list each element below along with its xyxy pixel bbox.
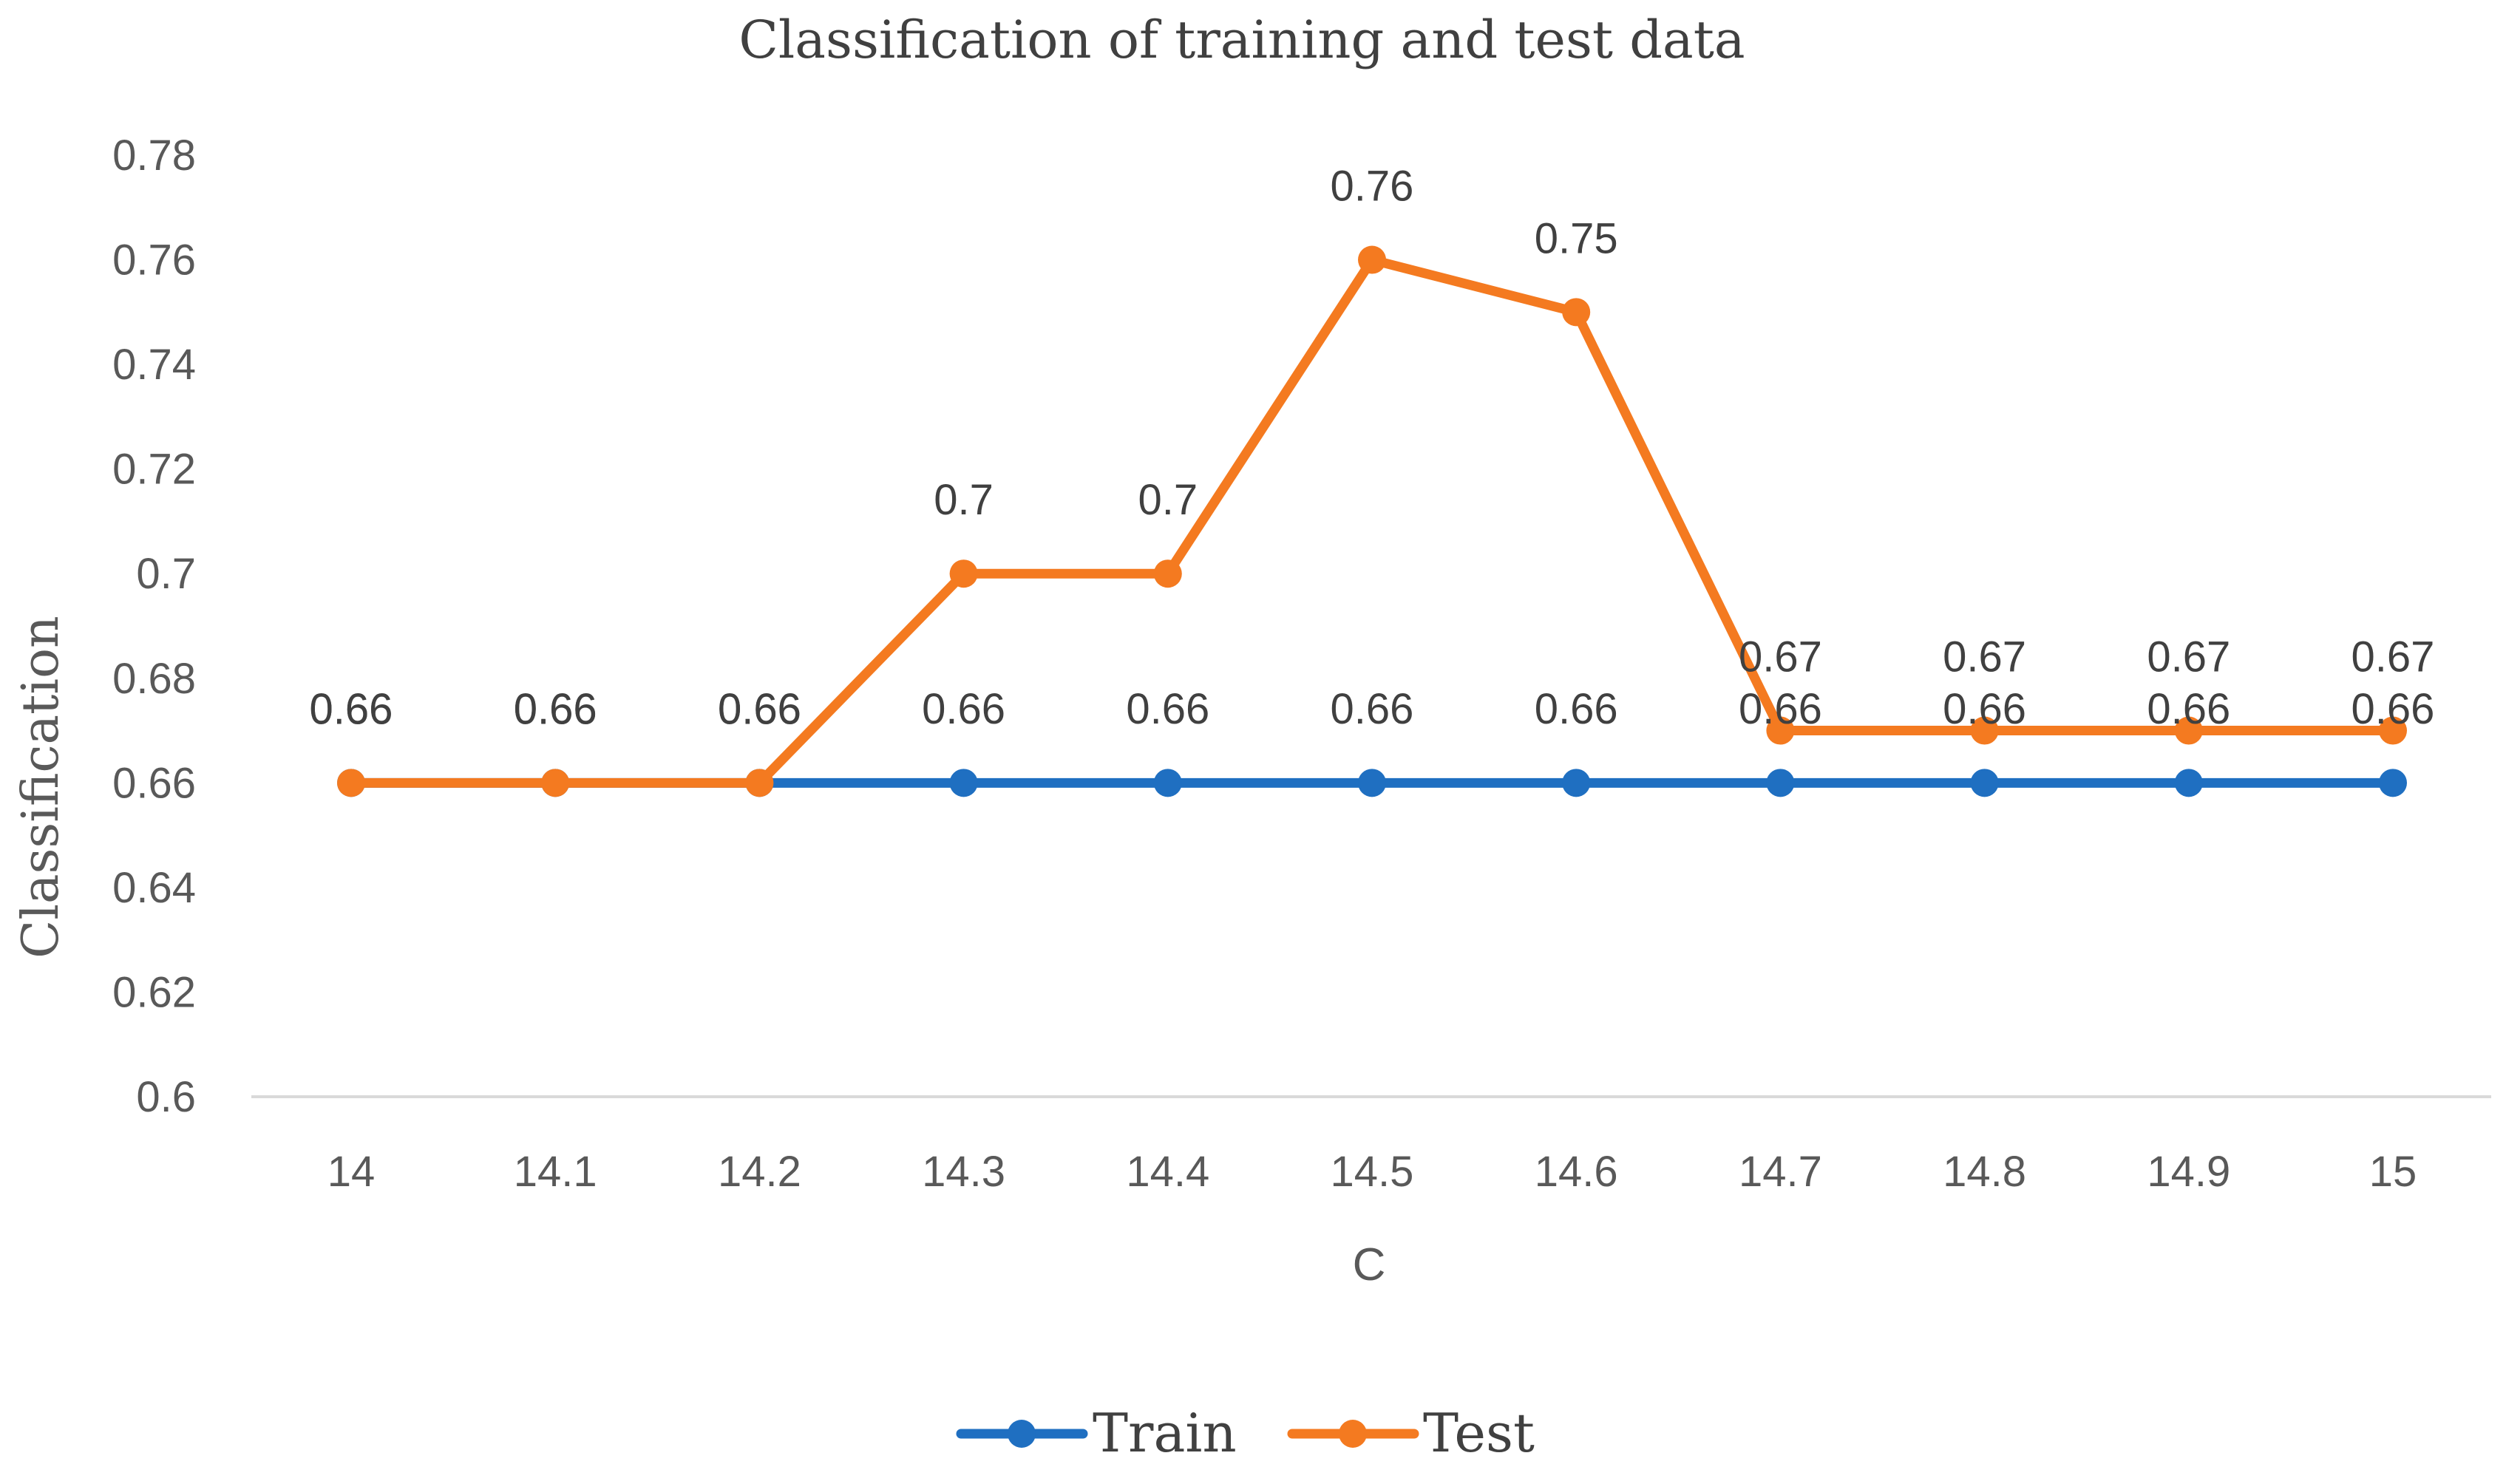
x-tick-label: 14.5 [1331, 1148, 1414, 1196]
x-tick-label: 14.7 [1739, 1148, 1822, 1196]
y-tick-label: 0.64 [112, 864, 196, 912]
y-tick-label: 0.78 [112, 132, 196, 180]
data-labels-layer: 0.66 0.66 0.66 0.66 0.66 0.66 0.66 0.66 0.66 0.66… [310, 163, 2435, 734]
data-point-test [337, 769, 365, 797]
data-label-test: 0.66 [310, 685, 393, 733]
data-point-train [2379, 769, 2407, 797]
y-tick-label: 0.72 [112, 446, 196, 494]
data-point-test [541, 769, 570, 797]
y-axis-ticks: 0.6 0.62 0.64 0.66 0.68 0.7 0.72 0.74 0.76 0.78 [112, 132, 196, 1121]
y-tick-label: 0.76 [112, 236, 196, 285]
legend-label: Test [1423, 1402, 1535, 1464]
data-label-train: 0.66 [514, 685, 597, 733]
data-label-test: 0.7 [1138, 476, 1198, 524]
data-point-train [1153, 769, 1182, 797]
x-tick-label: 14.9 [2147, 1148, 2230, 1196]
data-label-test: 0.76 [1331, 163, 1414, 211]
data-point-test [1766, 716, 1795, 745]
data-point-test [745, 769, 774, 797]
legend-item-test: Test [1287, 1402, 1535, 1464]
x-tick-label: 14 [327, 1148, 376, 1196]
x-tick-label: 14.8 [1943, 1148, 2026, 1196]
data-label-test: 0.67 [2352, 633, 2435, 681]
data-label-test: 0.7 [934, 476, 994, 524]
data-label-test: 0.67 [1739, 633, 1822, 681]
data-point-train [1766, 769, 1795, 797]
x-axis-ticks: 14 14.1 14.2 14.3 14.4 14.5 14.6 14.7 14.8 14.9 15 [327, 1148, 2417, 1196]
data-label-train: 0.66 [1739, 685, 1822, 733]
data-point-test [949, 559, 978, 588]
data-point-train [949, 769, 978, 797]
x-tick-label: 14.2 [718, 1148, 801, 1196]
x-axis-title: C [1353, 1239, 1386, 1290]
data-label-train: 0.66 [718, 685, 801, 733]
data-label-train: 0.66 [1943, 685, 2026, 733]
data-label-train: 0.66 [1331, 685, 1414, 733]
x-tick-label: 14.3 [922, 1148, 1005, 1196]
y-tick-label: 0.62 [112, 968, 196, 1016]
data-point-test [2379, 716, 2407, 745]
data-label-train: 0.66 [922, 685, 1005, 733]
y-tick-label: 0.6 [136, 1073, 196, 1121]
data-label-test: 0.66 [514, 685, 597, 733]
y-tick-label: 0.74 [112, 341, 196, 389]
data-label-train: 0.66 [2352, 685, 2435, 733]
data-point-test [2174, 716, 2203, 745]
data-point-train [1358, 769, 1386, 797]
data-label-train: 0.66 [1535, 685, 1618, 733]
data-point-train [1970, 769, 1999, 797]
legend: Train Test [956, 1402, 1535, 1464]
x-tick-label: 14.4 [1126, 1148, 1209, 1196]
data-point-test [1562, 298, 1591, 327]
data-label-test: 0.67 [2147, 633, 2230, 681]
x-tick-label: 14.1 [514, 1148, 597, 1196]
data-label-train: 0.66 [310, 685, 393, 733]
y-axis-title: Classification [12, 616, 70, 959]
data-point-test [1970, 716, 1999, 745]
legend-marker [1008, 1420, 1036, 1448]
legend-label: Train [1093, 1402, 1237, 1464]
data-point-test [1153, 559, 1182, 588]
y-tick-label: 0.66 [112, 759, 196, 807]
data-point-test [1358, 245, 1386, 274]
y-tick-label: 0.68 [112, 655, 196, 703]
series-test [337, 245, 2407, 797]
y-tick-label: 0.7 [136, 550, 196, 598]
x-tick-label: 15 [2369, 1148, 2417, 1196]
x-tick-label: 14.6 [1535, 1148, 1618, 1196]
data-label-test: 0.66 [718, 685, 801, 733]
legend-item-train: Train [956, 1402, 1237, 1464]
data-point-train [1562, 769, 1591, 797]
data-label-test: 0.67 [1943, 633, 2026, 681]
data-label-train: 0.66 [2147, 685, 2230, 733]
data-point-train [2174, 769, 2203, 797]
legend-marker [1339, 1420, 1367, 1448]
chart-title: Classification of training and test data [738, 10, 1745, 70]
series-layer [337, 245, 2407, 797]
data-label-train: 0.66 [1126, 685, 1209, 733]
data-label-test: 0.75 [1535, 214, 1618, 262]
